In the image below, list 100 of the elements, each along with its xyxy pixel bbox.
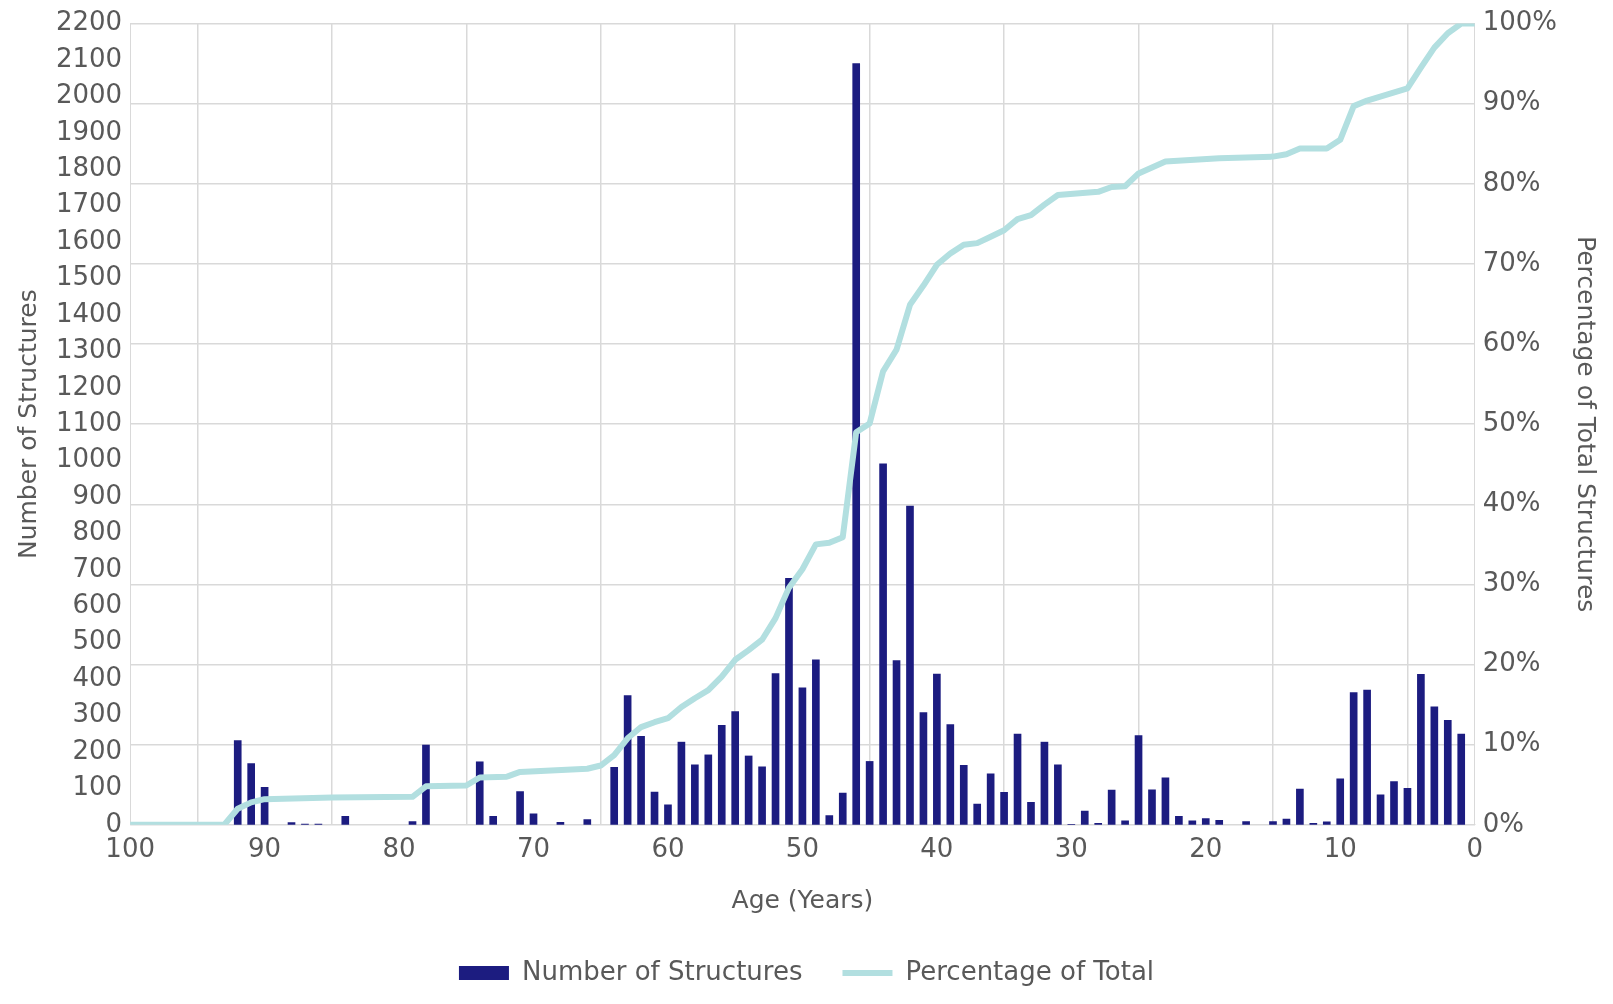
bar (475, 761, 484, 825)
y-tick-label: 2000 (56, 79, 123, 110)
y2-tick-label: 80% (1482, 166, 1541, 197)
bar (744, 755, 753, 825)
bar (691, 764, 699, 825)
y2-tick-label: 100% (1482, 6, 1558, 37)
bar (1457, 733, 1466, 825)
bar (1403, 788, 1412, 825)
bar (879, 463, 887, 825)
x-tick-label: 0 (1466, 833, 1483, 864)
y-tick-label: 1100 (56, 406, 123, 437)
y-tick-label: 2200 (56, 6, 123, 37)
bar (489, 816, 498, 825)
bar (1013, 733, 1022, 825)
bar (986, 773, 995, 825)
y-axis-title: Number of Structures (12, 289, 42, 560)
bar (1390, 781, 1398, 825)
bar (664, 804, 672, 825)
y-tick-label: 100 (72, 771, 123, 802)
y2-tick-label: 90% (1482, 86, 1541, 117)
bar (1080, 810, 1089, 825)
bar (1040, 741, 1049, 825)
y-tick-label: 400 (72, 661, 123, 692)
bar (798, 687, 807, 825)
bar (583, 819, 592, 825)
y-tick-label: 1900 (56, 115, 123, 146)
bar (785, 577, 793, 825)
bar (1027, 801, 1035, 825)
y-tick-label: 2100 (56, 42, 123, 73)
legend-label: Number of Structures (521, 955, 803, 986)
bar (1349, 692, 1358, 825)
y-tick-label: 500 (72, 625, 123, 656)
x-tick-label: 60 (651, 833, 685, 864)
bar (1201, 818, 1210, 825)
bar (1443, 719, 1452, 825)
bar (1148, 789, 1156, 825)
x-tick-label: 80 (382, 833, 416, 864)
y-tick-label: 300 (72, 698, 123, 729)
bar (825, 815, 834, 825)
y2-tick-label: 10% (1482, 727, 1541, 758)
bar (1054, 764, 1062, 825)
bar (1430, 706, 1439, 825)
y-tick-label: 900 (72, 479, 123, 510)
x-tick-label: 50 (785, 833, 819, 864)
bar (1188, 820, 1197, 825)
x-tick-label: 70 (516, 833, 551, 864)
bar (906, 505, 914, 825)
y2-tick-label: 20% (1482, 647, 1541, 678)
bar (1000, 792, 1008, 825)
bar (1417, 674, 1425, 825)
y-tick-label: 1500 (56, 261, 123, 292)
bar (731, 711, 740, 825)
y2-axis-title: Percentage of Total Structures (1571, 236, 1601, 613)
y-tick-label: 1000 (56, 443, 123, 474)
bar (1175, 816, 1183, 825)
y2-tick-label: 40% (1482, 487, 1541, 518)
bar (717, 725, 726, 825)
x-tick-label: 40 (920, 833, 954, 864)
bar (959, 765, 968, 825)
y-tick-label: 1700 (56, 188, 123, 219)
bar (1336, 778, 1345, 825)
bar (422, 744, 430, 825)
y-tick-label: 1400 (56, 297, 123, 328)
bar (1161, 777, 1170, 825)
bar (892, 660, 901, 825)
y-tick-label: 1300 (56, 334, 123, 365)
bar (812, 659, 820, 825)
y-tick-label: 1600 (56, 224, 123, 255)
bar (1121, 820, 1129, 825)
x-tick-label: 20 (1189, 833, 1223, 864)
bar (838, 792, 847, 825)
x-tick-label: 90 (248, 833, 282, 864)
y2-tick-label: 60% (1482, 326, 1541, 357)
y2-tick-label: 0% (1482, 807, 1524, 838)
x-tick-label: 10 (1323, 833, 1357, 864)
y-tick-label: 600 (72, 589, 123, 620)
bar (933, 673, 941, 825)
bar (919, 712, 928, 825)
bar (758, 766, 766, 825)
bar (1134, 735, 1143, 825)
y-tick-label: 200 (72, 734, 123, 765)
bar (610, 766, 619, 825)
bar (637, 735, 645, 825)
y-tick-label: 800 (72, 516, 123, 547)
y-tick-label: 1800 (56, 152, 123, 183)
y2-tick-label: 50% (1482, 406, 1541, 437)
bar (341, 816, 350, 825)
bar (771, 673, 780, 825)
y-tick-label: 700 (72, 552, 123, 583)
x-axis-title: Age (Years) (731, 884, 874, 914)
y-tick-label: 1200 (56, 370, 123, 401)
bar (1363, 689, 1371, 825)
y2-tick-label: 30% (1482, 567, 1541, 598)
bar (865, 761, 874, 825)
bar (973, 803, 982, 825)
bar (852, 63, 861, 825)
bar (233, 740, 242, 825)
bar (516, 791, 524, 825)
legend-label: Percentage of Total (905, 955, 1155, 986)
bar (677, 741, 686, 825)
